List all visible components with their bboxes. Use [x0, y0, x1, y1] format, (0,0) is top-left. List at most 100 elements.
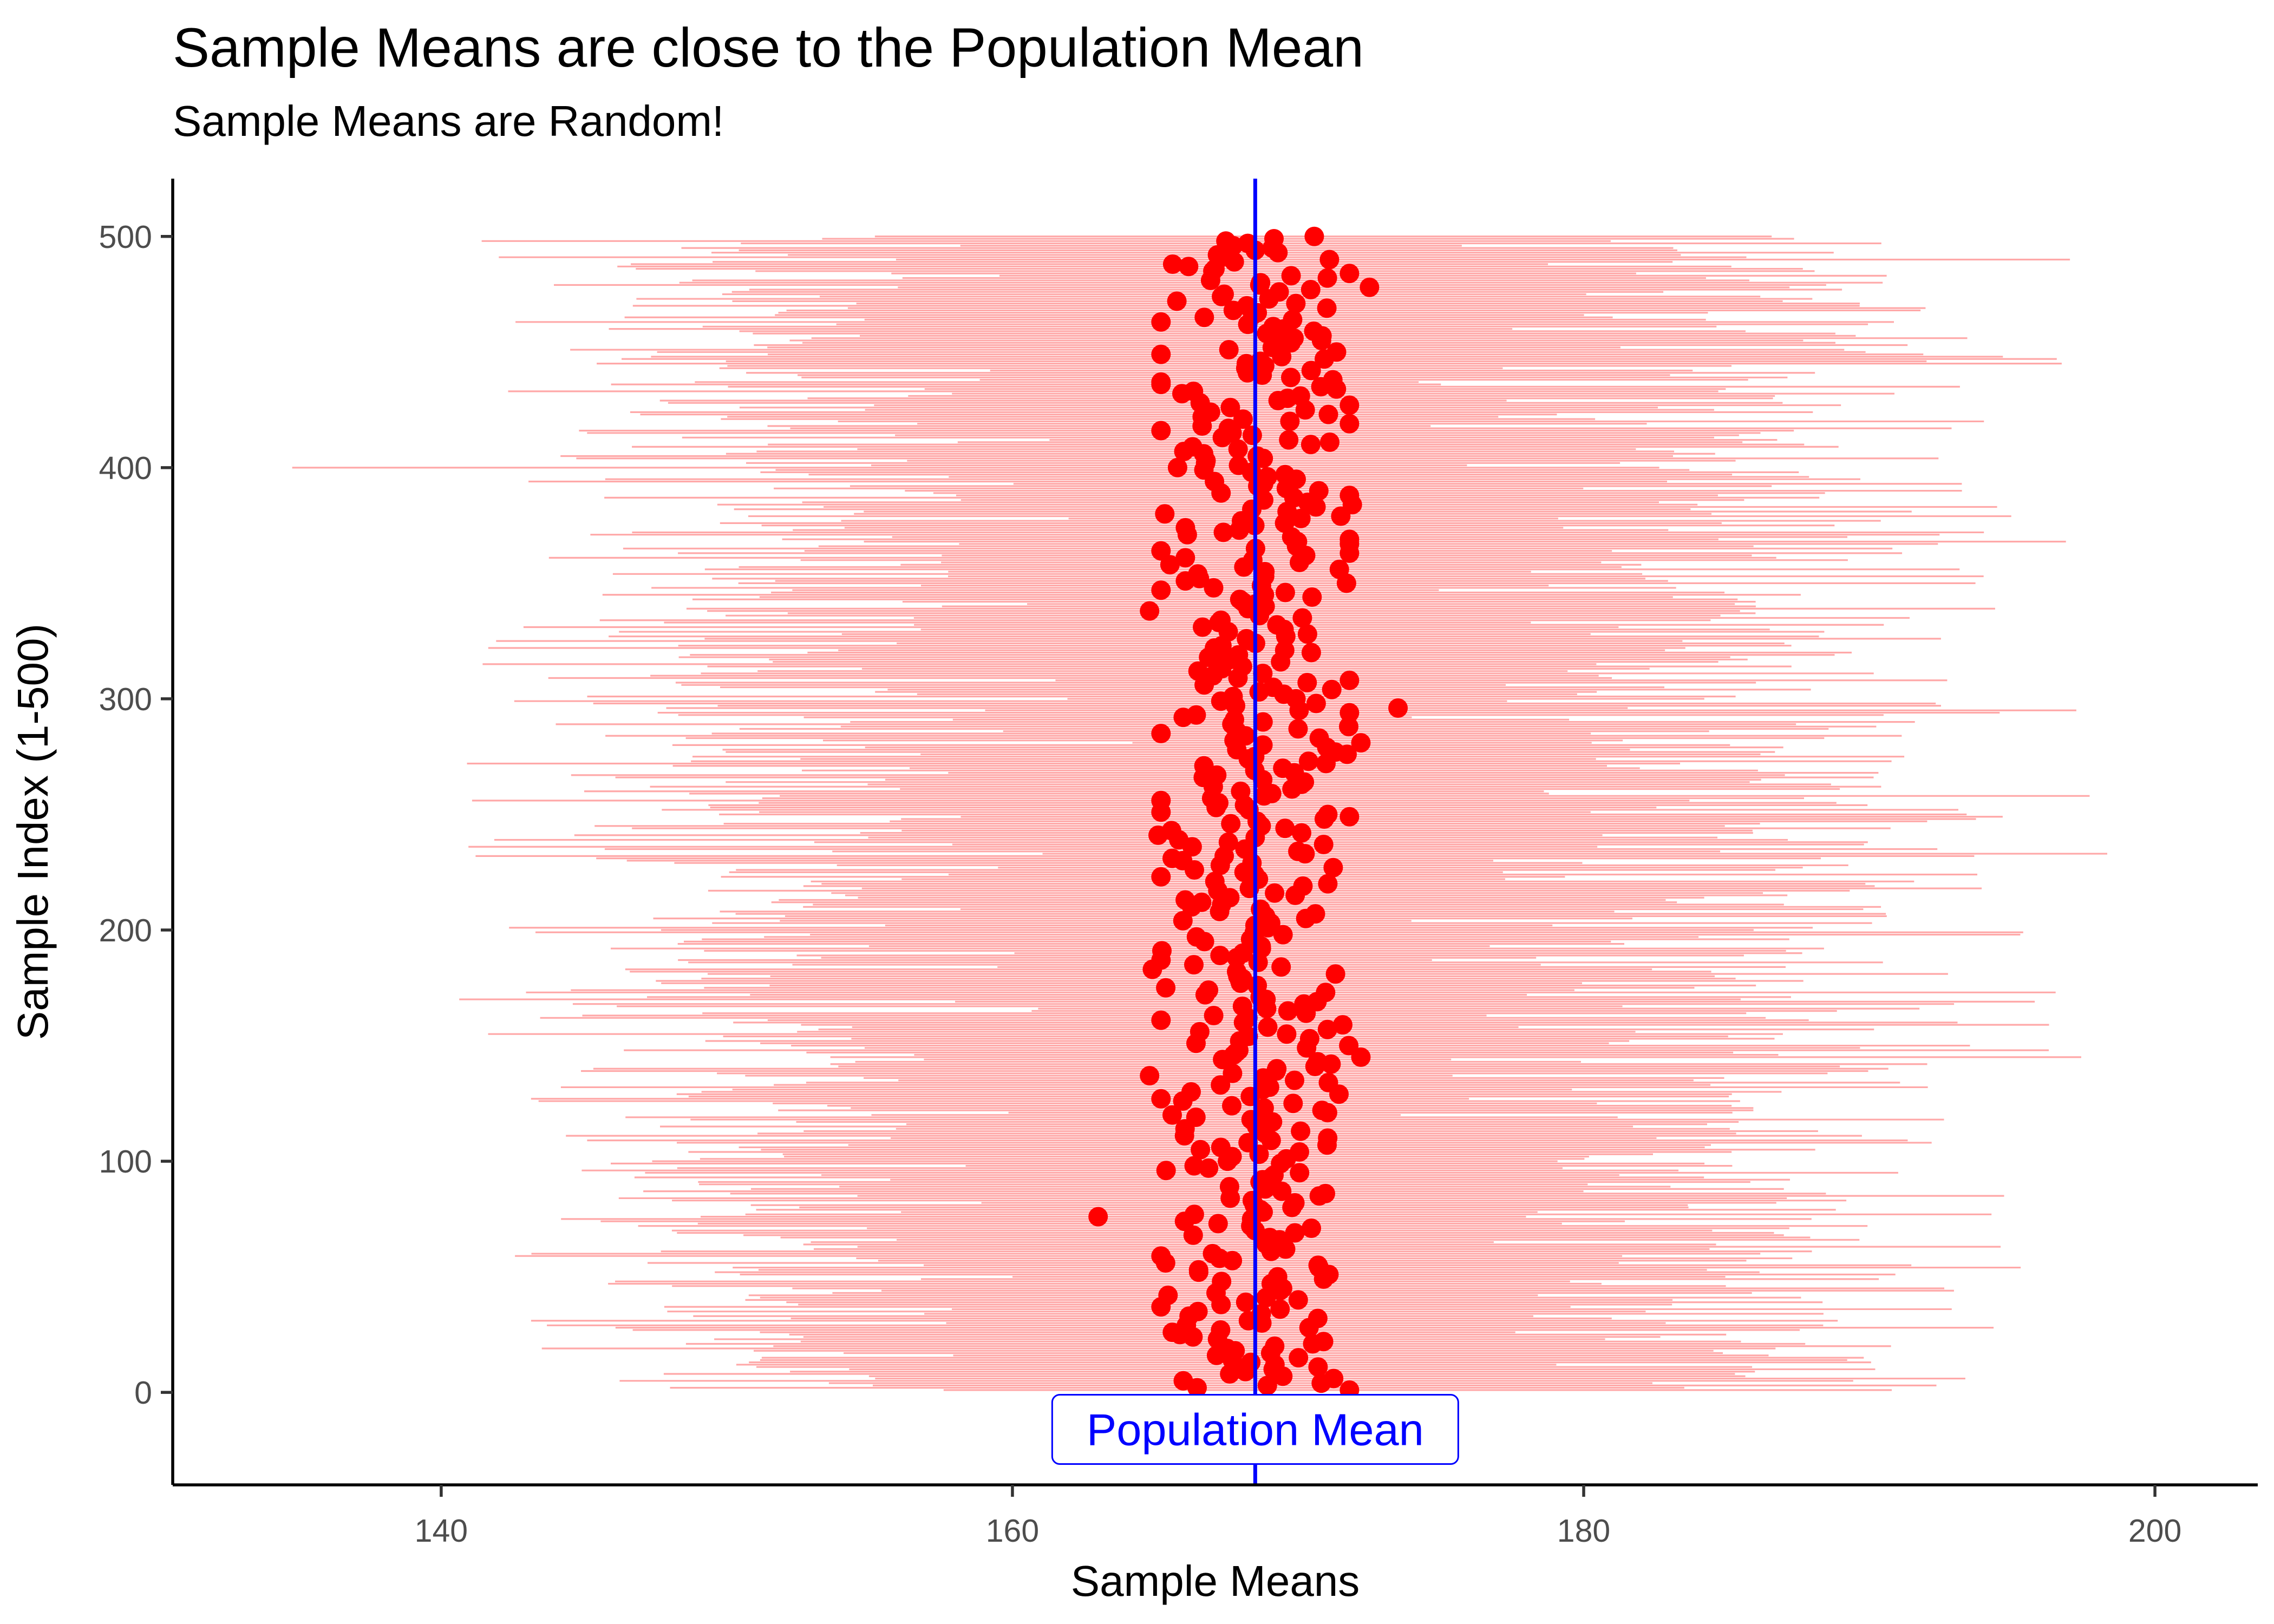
population-mean-label: Population Mean [1087, 1405, 1424, 1455]
population-mean-label-box [1051, 1394, 1459, 1465]
sample-mean-point [1323, 857, 1343, 878]
x-axis-ticks: 140 160 180 200 [415, 1485, 2181, 1549]
sample-mean-point [1184, 1204, 1204, 1224]
sample-mean-point [1280, 411, 1300, 431]
sample-mean-point [1255, 562, 1275, 581]
sample-mean-point [1210, 946, 1230, 965]
sample-mean-point [1305, 904, 1325, 924]
sample-mean-point [1263, 677, 1283, 697]
sample-mean-point [1339, 717, 1358, 737]
x-tick-label: 160 [986, 1513, 1039, 1549]
sample-mean-point [1281, 266, 1301, 286]
y-tick-label: 300 [99, 682, 152, 717]
sample-mean-point [1275, 464, 1295, 484]
sample-mean-point [1179, 257, 1199, 277]
sample-mean-point [1156, 978, 1176, 998]
sample-mean-point [1151, 867, 1171, 887]
sample-mean-point [1323, 370, 1343, 390]
sample-mean-point [1228, 439, 1248, 459]
sample-mean-point [1253, 735, 1273, 755]
sample-mean-point [1192, 892, 1212, 912]
sample-mean-point [1253, 664, 1273, 683]
sample-mean-point [1211, 1320, 1231, 1340]
sample-mean-point [1318, 404, 1338, 424]
sample-mean-point [1317, 1019, 1337, 1039]
sample-mean-point [1219, 340, 1239, 359]
sample-mean-point [1162, 254, 1182, 274]
sample-mean-point [1308, 1255, 1328, 1275]
y-tick-label: 500 [99, 219, 152, 255]
sample-mean-point [1283, 310, 1303, 330]
sample-mean-point [1293, 876, 1313, 896]
sample-mean-point [1140, 601, 1160, 621]
sample-mean-point [1208, 1214, 1228, 1234]
sample-mean-point [1319, 250, 1339, 270]
sample-mean-point [1236, 1292, 1256, 1312]
sample-mean-point [1229, 645, 1249, 665]
sample-mean-point [1292, 608, 1312, 628]
sample-mean-point [1267, 1267, 1288, 1287]
sample-mean-point [1299, 1029, 1319, 1049]
sample-mean-point [1339, 807, 1360, 827]
sample-mean-point [1158, 1285, 1178, 1305]
sample-mean-point [1247, 975, 1267, 996]
sample-mean-point [1212, 1272, 1232, 1292]
sample-mean-point [1275, 818, 1295, 839]
sample-mean-point [1173, 911, 1193, 931]
sample-mean-point [1304, 226, 1324, 246]
sample-mean-point [1333, 1015, 1352, 1035]
sample-mean-point [1151, 1010, 1171, 1030]
sample-mean-point [1162, 848, 1182, 868]
sample-mean-point [1151, 580, 1171, 600]
sample-mean-point [1253, 712, 1273, 732]
sample-mean-point [1218, 418, 1238, 438]
sample-mean-point [1351, 733, 1371, 753]
sample-mean-point [1285, 1070, 1304, 1090]
y-tick-label: 400 [99, 450, 152, 486]
population-mean-annotation: Population Mean [1051, 1394, 1459, 1465]
sample-mean-point [1214, 284, 1234, 304]
sample-mean-point [1339, 486, 1360, 506]
sample-mean-point [1193, 617, 1212, 637]
sample-mean-point [1318, 1072, 1338, 1092]
sample-mean-point [1151, 790, 1171, 810]
sample-mean-point [1183, 1225, 1203, 1245]
sample-mean-point [1314, 1332, 1334, 1352]
sample-mean-point [1308, 1308, 1328, 1328]
y-tick-label: 200 [99, 913, 152, 948]
sample-mean-point [1181, 1082, 1201, 1102]
sample-mean-point [1140, 1066, 1160, 1086]
sample-mean-point [1173, 1371, 1193, 1391]
sample-mean-point [1167, 291, 1187, 311]
sample-mean-point [1327, 342, 1347, 362]
sample-mean-point [1314, 835, 1334, 854]
sample-mean-point [1227, 961, 1246, 981]
sample-mean-point [1175, 548, 1195, 568]
sample-mean-point [1229, 455, 1249, 475]
sample-mean-point [1203, 1243, 1223, 1263]
sample-mean-point [1267, 615, 1287, 635]
sample-mean-point [1257, 1376, 1277, 1396]
y-axis-ticks: 0 100 200 300 400 500 [99, 219, 173, 1411]
sample-mean-point [1273, 758, 1293, 778]
sample-mean-point [1312, 1101, 1332, 1121]
sample-mean-point [1220, 397, 1240, 417]
sample-mean-point [1219, 1177, 1239, 1197]
x-tick-label: 180 [1557, 1513, 1610, 1549]
sample-mean-point [1290, 1142, 1309, 1162]
sample-mean-point [1322, 679, 1342, 699]
sample-mean-point [1152, 941, 1172, 961]
sample-mean-point [1309, 481, 1329, 501]
sample-mean-point [1316, 1183, 1335, 1203]
sample-mean-point [1155, 504, 1175, 524]
sample-mean-point [1275, 582, 1295, 603]
sample-mean-point [1205, 872, 1225, 892]
sample-mean-point [1238, 233, 1258, 253]
sample-mean-point [1317, 298, 1337, 318]
sample-mean-point [1301, 435, 1321, 455]
sample-mean-point [1190, 1021, 1210, 1042]
sample-mean-point [1160, 555, 1180, 575]
sample-mean-point [1184, 1156, 1204, 1176]
sample-mean-point [1302, 1218, 1321, 1238]
